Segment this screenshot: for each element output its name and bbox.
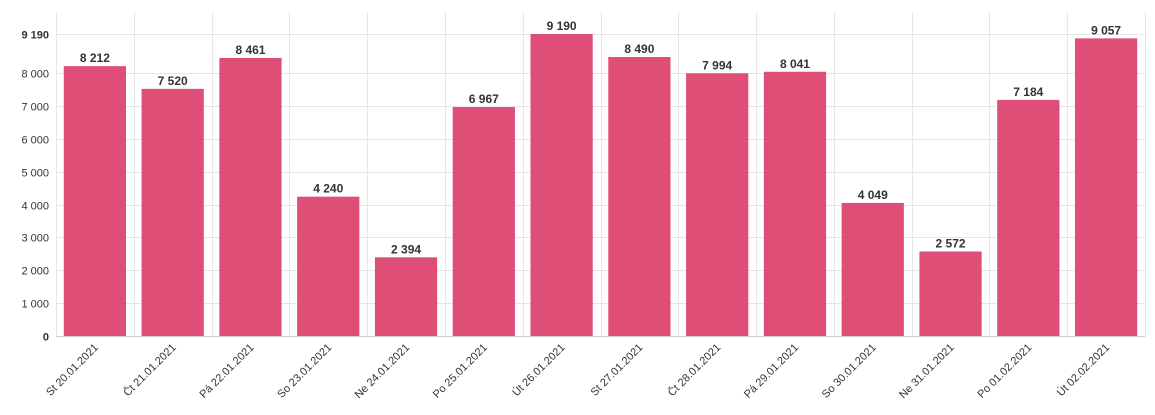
data-label: 2 572 [936, 236, 966, 250]
data-label: 8 212 [80, 51, 110, 65]
y-tick-label: 4 000 [21, 201, 49, 213]
data-label: 8 041 [780, 57, 810, 71]
data-label: 7 994 [702, 58, 732, 72]
data-label: 6 967 [469, 92, 499, 106]
x-tick-label: Po 01.02.2021 [975, 342, 1034, 401]
y-tick-label: 0 [43, 332, 49, 344]
x-tick-label: Čt 21.01.2021 [121, 341, 179, 399]
bar [763, 71, 827, 337]
x-tick-label: Po 25.01.2021 [431, 342, 490, 401]
bar [141, 88, 204, 337]
bar [374, 257, 438, 336]
x-tick-label: So 23.01.2021 [275, 342, 334, 401]
data-label: 4 240 [313, 182, 343, 196]
x-tick-label: Pá 22.01.2021 [197, 342, 256, 401]
y-tick-label: 5 000 [21, 168, 49, 180]
data-label: 7 184 [1013, 85, 1043, 99]
bar [997, 99, 1060, 337]
x-tick-label: Út 26.01.2021 [510, 341, 568, 399]
y-tick-label: 8 000 [21, 69, 49, 81]
data-label: 8 461 [235, 43, 265, 57]
bar [297, 196, 360, 336]
data-label: 9 057 [1091, 23, 1121, 37]
y-tick-label: 3 000 [21, 233, 49, 245]
y-tick-label: 1 000 [21, 299, 49, 311]
data-label: 4 049 [858, 188, 888, 202]
y-tick-label: 2 000 [21, 266, 49, 278]
x-tick-label: Út 02.02.2021 [1054, 341, 1112, 399]
data-label: 2 394 [391, 242, 421, 256]
bar [219, 57, 282, 336]
y-tick-label: 6 000 [21, 135, 49, 147]
x-tick-label: Čt 28.01.2021 [665, 341, 723, 399]
bar [530, 34, 593, 336]
y-axis-ticks: 0 1 000 2 000 3 000 4 000 5 000 6 000 7 000 8 00… [21, 30, 49, 344]
y-tick-label: 9 190 [21, 30, 49, 42]
y-tick-label: 7 000 [21, 102, 49, 114]
bar [841, 202, 904, 336]
bar [686, 73, 749, 336]
bars [63, 34, 1138, 337]
x-axis-ticks: St 20.01.2021 Čt 21.01.2021 Pá 22.01.2021 S… [44, 341, 1112, 401]
data-label: 7 520 [158, 74, 188, 88]
bar [452, 107, 515, 337]
data-label: 8 490 [624, 42, 654, 56]
x-tick-label: Ne 31.01.2021 [897, 342, 957, 402]
x-tick-label: St 20.01.2021 [44, 342, 101, 399]
bar [1074, 38, 1138, 337]
x-tick-label: St 27.01.2021 [589, 342, 646, 399]
x-tick-label: Ne 24.01.2021 [353, 342, 413, 402]
x-tick-label: Pá 29.01.2021 [742, 342, 801, 401]
bar [919, 251, 982, 336]
data-label: 9 190 [547, 19, 577, 33]
bar [608, 57, 671, 336]
data-labels: 8 212 7 520 8 461 4 240 2 394 6 967 9 190 8 490… [80, 19, 1122, 256]
x-tick-label: So 30.01.2021 [820, 342, 879, 401]
bar [63, 66, 127, 336]
